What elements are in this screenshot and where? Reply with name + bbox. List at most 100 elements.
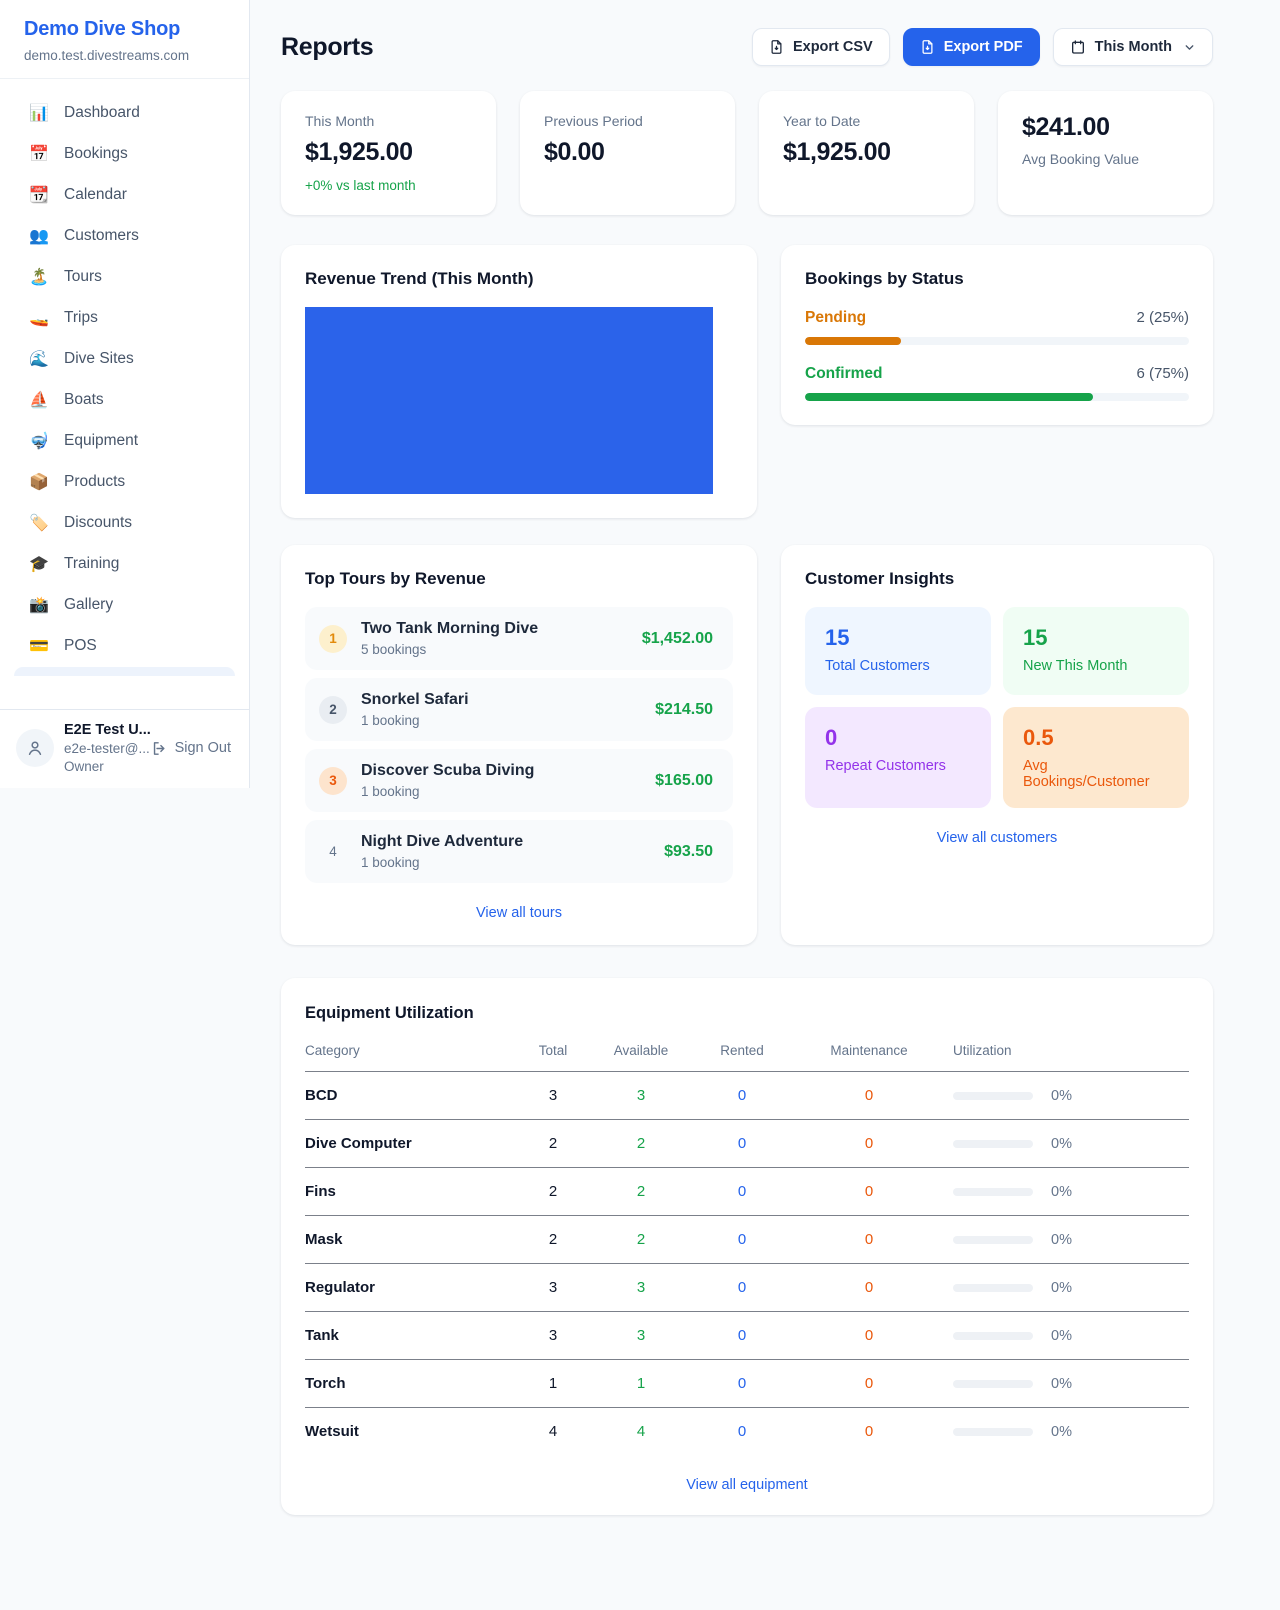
cell-total: 1 xyxy=(509,1359,597,1408)
cell-category: Torch xyxy=(305,1359,509,1408)
sidebar-item-label: Dive Sites xyxy=(64,349,134,367)
sign-out-button[interactable]: Sign Out xyxy=(145,739,237,758)
column-header-category: Category xyxy=(305,1043,360,1058)
export-pdf-button[interactable]: Export PDF xyxy=(902,28,1040,66)
cell-category: Fins xyxy=(305,1167,509,1216)
period-label: This Month xyxy=(1094,39,1172,55)
view-all-customers-link[interactable]: View all customers xyxy=(936,830,1058,846)
cell-category: Mask xyxy=(305,1215,509,1264)
progress-fill-confirmed xyxy=(805,393,1093,401)
rank-badge: 2 xyxy=(319,695,347,724)
sidebar-item-reports-active-partial[interactable] xyxy=(14,667,235,676)
calendar-icon xyxy=(1071,40,1084,54)
sidebar-item-discounts[interactable]: 🏷️ Discounts xyxy=(0,502,249,543)
tear-off-calendar-icon: 📆 xyxy=(29,186,49,204)
export-csv-button[interactable]: Export CSV xyxy=(751,28,890,66)
sidebar-item-customers[interactable]: 👥 Customers xyxy=(0,215,249,256)
sidebar: Demo Dive Shop demo.test.divestreams.com… xyxy=(0,0,250,788)
sidebar-item-dive-sites[interactable]: 🌊 Dive Sites xyxy=(0,338,249,379)
cell-rented: 0 xyxy=(685,1071,799,1120)
credit-card-icon: 💳 xyxy=(29,637,49,655)
sidebar-item-dashboard[interactable]: 📊 Dashboard xyxy=(0,92,249,133)
sidebar-item-calendar[interactable]: 📆 Calendar xyxy=(0,174,249,215)
cell-category: Wetsuit xyxy=(305,1407,509,1455)
stat-card-year-to-date: Year to Date $1,925.00 xyxy=(759,91,974,215)
cell-category: BCD xyxy=(305,1071,509,1120)
view-all-equipment-link[interactable]: View all equipment xyxy=(686,1477,808,1493)
sidebar-item-label: Bookings xyxy=(64,144,128,162)
header-actions: Export CSV Export PDF This Month xyxy=(751,28,1213,66)
table-row: Regulator 3 3 0 0 0% xyxy=(305,1263,1189,1312)
utilization-percent: 0% xyxy=(1051,1231,1072,1248)
tile-total-customers: 15 Total Customers xyxy=(805,607,991,695)
calendar-date-icon: 📅 xyxy=(29,145,49,163)
tour-name: Snorkel Safari xyxy=(361,691,469,708)
tile-repeat-customers: 0 Repeat Customers xyxy=(805,707,991,808)
period-select[interactable]: This Month xyxy=(1052,28,1213,66)
sidebar-item-tours[interactable]: 🏝️ Tours xyxy=(0,256,249,297)
sidebar-item-boats[interactable]: ⛵ Boats xyxy=(0,379,249,420)
cell-available: 3 xyxy=(597,1071,685,1120)
camera-icon: 📸 xyxy=(29,596,49,614)
bar-chart-icon: 📊 xyxy=(29,104,49,122)
cell-available: 1 xyxy=(597,1359,685,1408)
cell-available: 2 xyxy=(597,1119,685,1168)
cell-total: 2 xyxy=(509,1215,597,1264)
sidebar-item-gallery[interactable]: 📸 Gallery xyxy=(0,584,249,625)
sidebar-header: Demo Dive Shop demo.test.divestreams.com xyxy=(0,0,249,79)
cell-total: 3 xyxy=(509,1311,597,1360)
revenue-trend-card: Revenue Trend (This Month) xyxy=(281,245,757,518)
cell-rented: 0 xyxy=(685,1119,799,1168)
tour-name: Two Tank Morning Dive xyxy=(361,620,539,637)
tour-row[interactable]: 1 Two Tank Morning Dive 5 bookings $1,45… xyxy=(305,607,733,670)
cell-rented: 0 xyxy=(685,1311,799,1360)
sidebar-item-pos[interactable]: 💳 POS xyxy=(0,625,249,666)
equipment-table: Category Total Available Rented Maintena… xyxy=(305,1027,1189,1455)
column-header-maintenance: Maintenance xyxy=(830,1043,908,1058)
utilization-bar xyxy=(953,1379,1033,1388)
tour-row[interactable]: 3 Discover Scuba Diving 1 booking $165.0… xyxy=(305,749,733,812)
cell-maintenance: 0 xyxy=(799,1407,939,1455)
export-pdf-label: Export PDF xyxy=(943,39,1023,55)
cell-total: 3 xyxy=(509,1071,597,1120)
equipment-utilization-title: Equipment Utilization xyxy=(305,1004,474,1022)
sidebar-item-equipment[interactable]: 🤿 Equipment xyxy=(0,420,249,461)
tour-bookings-count: 1 booking xyxy=(361,713,420,728)
status-label-pending: Pending xyxy=(805,309,867,326)
sidebar-item-trips[interactable]: 🚤 Trips xyxy=(0,297,249,338)
tour-row[interactable]: 4 Night Dive Adventure 1 booking $93.50 xyxy=(305,820,733,883)
tag-icon: 🏷️ xyxy=(29,514,49,532)
tour-row[interactable]: 2 Snorkel Safari 1 booking $214.50 xyxy=(305,678,733,741)
utilization-bar xyxy=(953,1139,1033,1148)
tour-revenue: $93.50 xyxy=(664,842,713,860)
tour-list: 1 Two Tank Morning Dive 5 bookings $1,45… xyxy=(305,607,733,883)
utilization-percent: 0% xyxy=(1051,1087,1072,1104)
cell-maintenance: 0 xyxy=(799,1359,939,1408)
revenue-trend-title: Revenue Trend (This Month) xyxy=(305,269,534,288)
tile-value: 0.5 xyxy=(1023,725,1054,750)
view-all-tours-link[interactable]: View all tours xyxy=(476,905,562,921)
user-meta: E2E Test U... e2e-tester@... Owner xyxy=(64,722,151,774)
tile-label: Avg Bookings/Customer xyxy=(1023,758,1150,790)
progress-fill-pending xyxy=(805,337,901,345)
tile-label: New This Month xyxy=(1023,658,1128,674)
cell-available: 3 xyxy=(597,1263,685,1312)
tile-value: 15 xyxy=(825,625,850,650)
utilization-bar xyxy=(953,1427,1033,1436)
cell-rented: 0 xyxy=(685,1263,799,1312)
sidebar-item-label: Calendar xyxy=(64,185,127,203)
status-value-confirmed: 6 (75%) xyxy=(1136,365,1189,382)
tour-bookings-count: 1 booking xyxy=(361,784,420,799)
status-row-pending: Pending 2 (25%) xyxy=(805,309,1189,345)
table-row: Fins 2 2 0 0 0% xyxy=(305,1167,1189,1216)
sidebar-item-bookings[interactable]: 📅 Bookings xyxy=(0,133,249,174)
user-email: e2e-tester@... xyxy=(64,741,150,756)
tile-new-this-month: 15 New This Month xyxy=(1003,607,1189,695)
cell-maintenance: 0 xyxy=(799,1215,939,1264)
status-value-pending: 2 (25%) xyxy=(1136,309,1189,326)
tile-label: Total Customers xyxy=(825,658,930,674)
sidebar-item-products[interactable]: 📦 Products xyxy=(0,461,249,502)
cell-maintenance: 0 xyxy=(799,1071,939,1120)
table-row: Dive Computer 2 2 0 0 0% xyxy=(305,1119,1189,1168)
sidebar-item-training[interactable]: 🎓 Training xyxy=(0,543,249,584)
